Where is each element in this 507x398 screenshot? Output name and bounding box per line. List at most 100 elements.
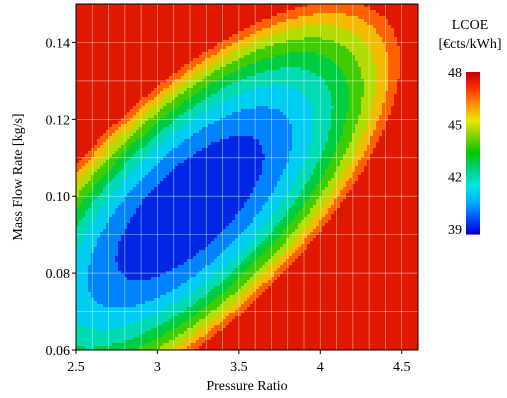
contour-cell	[265, 157, 290, 161]
contour-cell	[91, 175, 104, 179]
contour-cell	[118, 157, 131, 161]
contour-cell	[379, 115, 389, 119]
contour-cell	[157, 163, 179, 167]
contour-cell	[163, 142, 182, 146]
contour-cell	[241, 262, 254, 266]
contour-cell	[310, 193, 323, 197]
contour-cell	[205, 295, 218, 299]
contour-cell	[367, 163, 418, 167]
contour-cell	[256, 247, 269, 251]
contour-cell	[262, 163, 287, 167]
contour-cell	[76, 253, 92, 257]
contour-cell	[106, 160, 116, 164]
contour-cell	[394, 103, 418, 107]
contour-cell	[313, 115, 332, 119]
contour-cell	[325, 55, 356, 59]
contour-cell	[136, 151, 152, 155]
contour-cell	[76, 232, 86, 236]
contour-cell	[286, 196, 299, 200]
contour-cell	[76, 181, 80, 185]
contour-cell	[295, 214, 308, 218]
contour-cell	[79, 160, 89, 164]
contour-cell	[343, 130, 356, 134]
contour-cell	[193, 67, 206, 71]
contour-cell	[175, 337, 188, 341]
contour-cell	[154, 115, 167, 119]
contour-cell	[316, 187, 326, 191]
colorbar-segment	[466, 193, 480, 197]
contour-cell	[163, 97, 176, 101]
contour-cell	[76, 241, 83, 245]
contour-cell	[172, 82, 185, 86]
contour-cell	[217, 316, 227, 320]
colorbar-segment	[466, 124, 480, 128]
contour-cell	[160, 274, 197, 278]
colorbar-segment	[466, 146, 480, 150]
contour-cell	[91, 262, 119, 266]
contour-cell	[286, 40, 335, 44]
contour-cell	[94, 346, 140, 350]
contour-cell	[205, 334, 215, 338]
contour-cell	[238, 253, 251, 257]
contour-cell	[307, 4, 365, 8]
contour-cell	[373, 52, 389, 56]
contour-cell	[193, 154, 266, 158]
contour-cell	[310, 196, 320, 200]
contour-cell	[85, 325, 125, 329]
contour-cell	[76, 184, 86, 188]
contour-cell	[148, 130, 161, 134]
contour-cell	[280, 274, 418, 278]
contour-cell	[343, 187, 353, 191]
contour-cell	[199, 346, 418, 350]
contour-cell	[370, 157, 418, 161]
contour-cell	[202, 127, 293, 131]
contour-cell	[331, 205, 341, 209]
contour-cell	[115, 160, 128, 164]
contour-cell	[76, 223, 80, 227]
contour-cell	[268, 85, 287, 89]
contour-cell	[145, 145, 158, 149]
contour-cell	[262, 253, 275, 257]
contour-cell	[130, 109, 140, 113]
contour-cell	[355, 166, 365, 170]
contour-cell	[199, 298, 215, 302]
contour-cell	[118, 241, 212, 245]
contour-cell	[376, 10, 418, 14]
contour-cell	[76, 109, 131, 113]
contour-cell	[208, 109, 242, 113]
contour-cell	[259, 178, 281, 182]
contour-cell	[313, 229, 323, 233]
contour-cell	[193, 76, 206, 80]
contour-cell	[241, 232, 257, 236]
contour-cell	[127, 139, 137, 143]
contour-cell	[112, 343, 146, 347]
contour-cell	[328, 166, 338, 170]
contour-cell	[220, 322, 230, 326]
contour-cell	[343, 172, 353, 176]
contour-cell	[181, 76, 194, 80]
contour-cell	[79, 205, 92, 209]
contour-cell	[184, 160, 263, 164]
contour-cell	[274, 190, 290, 194]
contour-cell	[181, 103, 197, 107]
contour-cell	[76, 46, 215, 50]
contour-cell	[289, 247, 299, 251]
colorbar-segment	[466, 177, 480, 180]
contour-cell	[163, 178, 260, 182]
contour-cell	[268, 235, 281, 239]
contour-cell	[232, 52, 251, 56]
contour-cell	[139, 118, 149, 122]
contour-cell	[298, 172, 314, 176]
colorbar-segment	[466, 144, 480, 148]
contour-cell	[340, 193, 347, 197]
contour-cell	[247, 307, 418, 311]
contour-cell	[241, 109, 281, 113]
contour-cell	[163, 88, 176, 92]
contour-cell	[358, 115, 371, 119]
contour-cell	[172, 109, 188, 113]
contour-cell	[115, 163, 125, 167]
contour-cell	[301, 193, 311, 197]
contour-cell	[256, 73, 317, 77]
contour-cell	[331, 217, 418, 221]
contour-cell	[157, 325, 179, 329]
